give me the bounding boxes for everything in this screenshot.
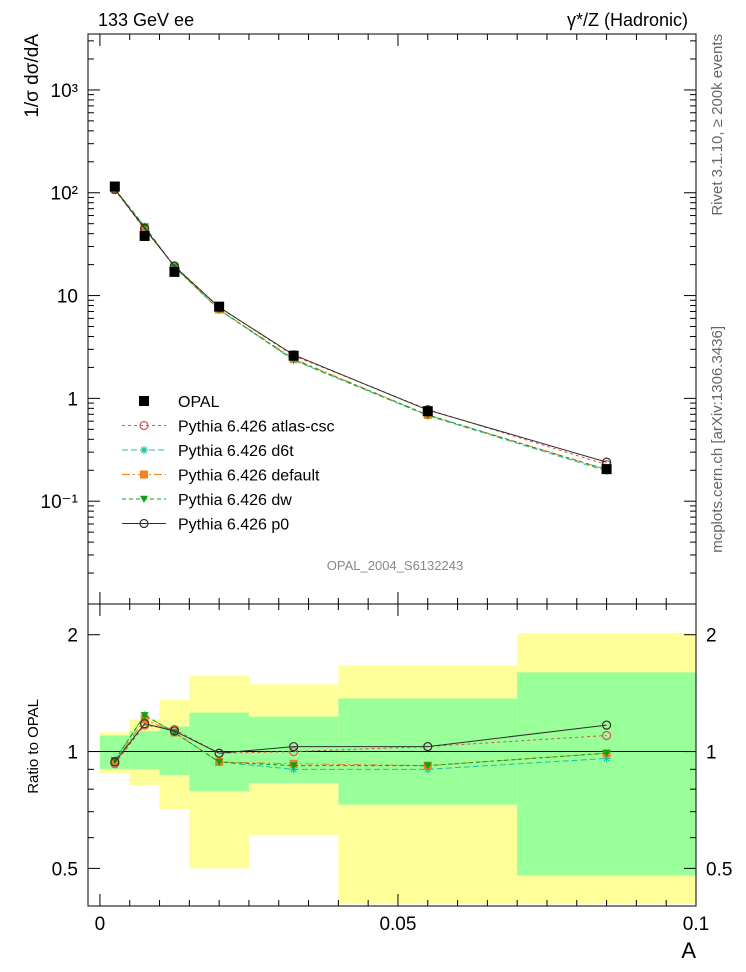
series-marker: [139, 420, 149, 431]
ratio-y-tick-label: 0.5: [52, 859, 78, 880]
main-y-axis-label: 1/σ dσ/dA: [22, 34, 43, 118]
opal-data-point: [601, 464, 612, 475]
x-tick-label: 0.05: [379, 914, 416, 935]
legend-label: Pythia 6.426 default: [178, 468, 320, 485]
ratio-line-p0: [114, 723, 607, 763]
legend-label: Pythia 6.426 d6t: [178, 443, 294, 460]
ratio-y-tick-label-right: 0.5: [706, 859, 732, 880]
series-marker: [423, 741, 433, 752]
series-marker: [602, 754, 611, 763]
legend-label: Pythia 6.426 dw: [178, 492, 292, 509]
ratio-y-tick-label: 1: [67, 743, 78, 764]
opal-data-point: [139, 230, 150, 241]
y-tick-label: 1: [67, 389, 78, 410]
series-marker: [215, 758, 224, 766]
opal-data-point: [169, 266, 180, 277]
series-marker: [601, 720, 612, 730]
ratio-series-group: [110, 711, 612, 774]
y-tick-label: 10⁻¹: [41, 492, 79, 513]
series-marker: [169, 726, 180, 736]
legend-label: OPAL: [178, 394, 220, 411]
series-marker: [601, 730, 612, 741]
series-marker: [214, 748, 224, 758]
series-marker: [139, 518, 149, 529]
series-marker: [289, 746, 299, 757]
series-marker: [140, 470, 148, 479]
ratio-y-tick-label-right: 2: [706, 626, 717, 647]
series-marker: [140, 495, 148, 503]
x-tick-label: 0: [95, 914, 106, 935]
opal-data-point: [288, 350, 299, 361]
ratio-y-tick-label: 2: [67, 626, 78, 647]
legend: OPAL Pythia 6.426 atlas-csc Pythia 6.426 d…: [122, 394, 335, 534]
legend-marker: [139, 396, 149, 406]
legend-label: Pythia 6.426 p0: [178, 517, 289, 534]
mcplots-reference-label: mcplots.cern.ch [arXiv:1306.3436]: [709, 326, 726, 553]
y-tick-label: 10²: [51, 184, 78, 205]
series-marker: [602, 750, 611, 758]
opal-data-point: [422, 406, 433, 417]
series-marker: [289, 762, 298, 770]
uncertainty-bands: [88, 633, 696, 904]
series-marker: [110, 757, 120, 767]
ratio-y-axis-label: Ratio to OPAL: [25, 699, 42, 794]
ratio-plot-frame: [87, 603, 697, 907]
y-tick-label: 10: [57, 287, 78, 308]
series-marker: [289, 741, 299, 752]
legend-label: Pythia 6.426 atlas-csc: [178, 419, 335, 436]
series-marker: [140, 719, 150, 729]
series-marker: [423, 762, 432, 770]
analysis-watermark: OPAL_2004_S6132243: [327, 558, 463, 573]
x-axis-label: A: [681, 938, 696, 963]
x-tick-label: 0.1: [683, 914, 709, 935]
series-marker: [170, 729, 179, 737]
opal-data-group: [109, 181, 612, 475]
opal-data-point: [109, 181, 120, 192]
header-right: γ*/Z (Hadronic): [567, 10, 688, 30]
series-marker: [140, 712, 149, 720]
y-tick-label: 10³: [51, 81, 78, 102]
opal-data-point: [214, 301, 225, 312]
series-marker: [140, 446, 148, 454]
header-left: 133 GeV ee: [98, 10, 194, 30]
rivet-version-label: Rivet 3.1.10, ≥ 200k events: [709, 34, 726, 216]
ratio-y-tick-label-right: 1: [706, 743, 717, 764]
inner-band: [129, 730, 160, 770]
inner-band: [517, 672, 696, 876]
